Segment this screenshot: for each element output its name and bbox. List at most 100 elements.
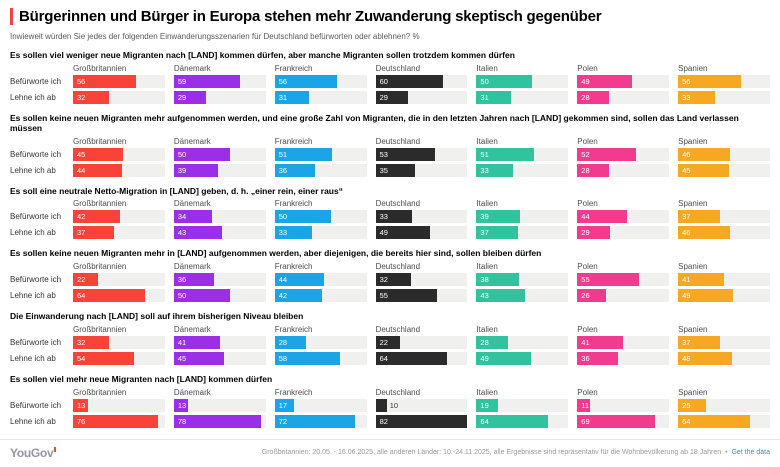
bar-value-label: 56 (682, 77, 691, 87)
country-header: Italien (476, 136, 498, 146)
value-bar: 58 (274, 351, 340, 365)
bar-track: 26 (577, 289, 670, 303)
bar-track: 37 (476, 226, 569, 240)
bar-value-label: 53 (379, 149, 388, 159)
bar-value-label: 41 (177, 337, 187, 347)
bar-track: 41 (678, 273, 770, 287)
bar-track: 35 (375, 163, 468, 177)
value-bar: 44 (73, 163, 123, 177)
bar-value-label: 50 (177, 149, 187, 159)
value-bar: 33 (274, 226, 312, 240)
bar-value-label: 38 (480, 275, 489, 285)
value-bar: 64 (375, 351, 448, 365)
bar-value-label: 41 (682, 275, 691, 285)
value-bar: 55 (577, 273, 639, 287)
value-bar: 51 (274, 147, 332, 161)
value-bar: 31 (476, 91, 512, 105)
value-bar: 37 (678, 335, 720, 349)
country-header: Deutschland (375, 199, 421, 209)
country-header: Großbritannien (73, 199, 127, 209)
bar-track: 11 (577, 398, 670, 412)
value-bar: 39 (173, 163, 218, 177)
scenario-section: Es sollen viel weniger neue Migranten na… (10, 50, 770, 105)
country-header: Deutschland (375, 262, 421, 272)
bar-track: 72 (274, 414, 367, 428)
bar-value-label: 50 (480, 77, 489, 87)
value-bar: 54 (73, 351, 134, 365)
value-bar: 55 (375, 289, 438, 303)
title-accent-bar (10, 8, 13, 26)
value-bar: 28 (577, 163, 609, 177)
bar-value-label: 64 (480, 416, 489, 426)
value-bar: 34 (173, 210, 212, 224)
value-bar: 19 (476, 398, 498, 412)
country-header: Polen (577, 262, 598, 272)
bar-track: 44 (274, 273, 367, 287)
value-bar: 42 (73, 210, 121, 224)
bar-value-label: 41 (581, 337, 590, 347)
bar-track: 52 (577, 147, 670, 161)
value-bar: 39 (476, 210, 521, 224)
bar-value-label: 55 (379, 291, 388, 301)
bar-track: 19 (476, 398, 569, 412)
bar-track: 43 (476, 289, 569, 303)
bar-row: Lehne ich ab 32 29 31 29 31 28 33 (10, 91, 770, 105)
bar-track: 55 (375, 289, 468, 303)
country-header: Polen (577, 64, 598, 74)
value-bar: 28 (577, 91, 609, 105)
scenario-section: Es sollen viel mehr neue Migranten nach … (10, 374, 770, 428)
value-bar: 59 (173, 75, 240, 89)
value-bar: 33 (678, 91, 716, 105)
bar-value-label: 33 (278, 228, 288, 238)
country-header: Italien (476, 262, 498, 272)
get-the-data-link[interactable]: Get the data (731, 449, 770, 457)
country-header: Dänemark (173, 324, 211, 334)
value-bar: 64 (476, 414, 549, 428)
value-bar: 50 (476, 75, 533, 89)
country-header: Spanien (678, 64, 708, 74)
bar-value-label: 58 (278, 353, 288, 363)
bar-track: 69 (577, 414, 670, 428)
bar-track: 28 (274, 335, 367, 349)
bar-value-label: 10 (389, 400, 399, 410)
bar-track: 32 (73, 91, 165, 105)
country-header: Dänemark (173, 136, 211, 146)
bar-value-label: 33 (480, 165, 489, 175)
bar-track: 42 (274, 289, 367, 303)
bar-row: Befürworte ich 45 50 51 53 51 52 46 (10, 147, 770, 161)
bar-track: 39 (476, 210, 569, 224)
bar-track: 53 (375, 147, 468, 161)
scenario-section: Es sollen keine neuen Migranten mehr in … (10, 249, 770, 303)
bar-value-label: 50 (278, 212, 288, 222)
bar-value-label: 37 (77, 228, 86, 238)
logo-accent-icon (54, 446, 57, 452)
country-header-row: Großbritannien Dänemark Frankreich Deutschl… (10, 262, 770, 271)
bar-value-label: 11 (581, 400, 590, 410)
value-bar: 78 (173, 414, 262, 428)
value-bar: 49 (476, 351, 532, 365)
bar-value-label: 44 (278, 275, 288, 285)
country-header: Frankreich (274, 199, 313, 209)
bar-value-label: 39 (177, 165, 187, 175)
value-bar: 37 (678, 210, 720, 224)
bar-value-label: 28 (480, 337, 489, 347)
bar-value-label: 37 (682, 212, 691, 222)
value-bar: 64 (678, 414, 750, 428)
bar-value-label: 64 (682, 416, 691, 426)
bar-track: 49 (678, 289, 770, 303)
country-header: Großbritannien (73, 136, 127, 146)
bar-value-label: 31 (278, 93, 288, 103)
bar-value-label: 43 (177, 228, 187, 238)
value-bar: 48 (678, 351, 732, 365)
bar-value-label: 36 (581, 353, 590, 363)
bar-value-label: 55 (581, 275, 590, 285)
value-bar: 32 (73, 335, 109, 349)
bar-track: 64 (73, 289, 165, 303)
country-header: Großbritannien (73, 324, 127, 334)
bar-row: Befürworte ich 13 13 17 10 19 11 25 (10, 398, 770, 412)
country-header: Italien (476, 324, 498, 334)
country-header: Großbritannien (73, 262, 127, 272)
country-header-row: Großbritannien Dänemark Frankreich Deutschl… (10, 64, 770, 73)
row-label: Befürworte ich (10, 149, 62, 159)
bar-value-label: 29 (379, 93, 388, 103)
